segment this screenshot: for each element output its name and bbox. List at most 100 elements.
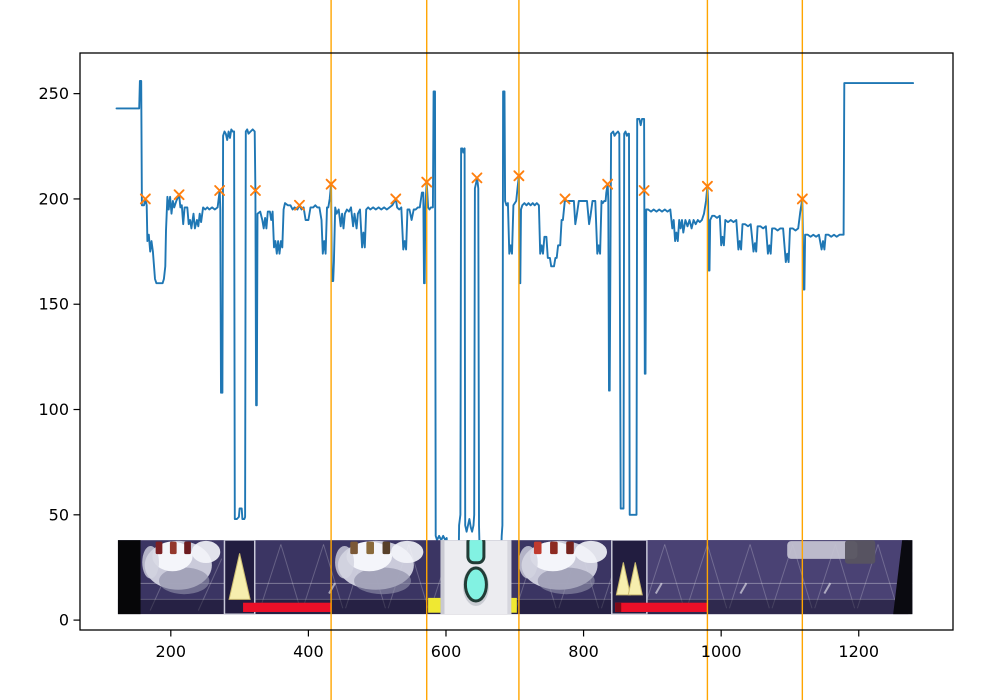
up-arrow-triangle — [615, 562, 631, 596]
y-tick-label: 100 — [38, 400, 69, 419]
x-stroke — [325, 178, 337, 190]
smoke-highlight — [346, 541, 393, 572]
x-stroke — [471, 172, 483, 184]
x-stroke — [701, 180, 713, 192]
axes-frame — [79, 52, 954, 631]
x-tick-label: 600 — [431, 642, 462, 661]
x-tick-label: 400 — [293, 642, 324, 661]
diagonal-line — [280, 544, 301, 609]
smoke-blob-left — [518, 546, 538, 579]
red-bar-tip — [615, 602, 622, 612]
x-stroke — [638, 185, 650, 196]
cyan-figure-body — [463, 566, 488, 603]
x-stroke — [390, 193, 402, 205]
y-tick-label: 150 — [38, 295, 69, 314]
peak-marker-x — [325, 178, 337, 190]
peak-marker-x — [513, 170, 525, 182]
x-stroke — [139, 193, 151, 205]
peak-marker-x — [559, 193, 571, 205]
black-edge — [117, 540, 141, 615]
peak-marker-x — [471, 172, 483, 184]
diagonal-line — [259, 544, 282, 609]
smoke-shadow — [354, 567, 412, 595]
x-tick-label: 800 — [568, 642, 599, 661]
chevron-dash — [328, 582, 336, 594]
red-bar — [243, 602, 332, 612]
yellow-marker — [428, 597, 441, 613]
peak-marker-x — [701, 180, 713, 192]
x-tick-label: 1200 — [838, 642, 879, 661]
red-bar — [615, 602, 709, 612]
light-panel-edge — [507, 540, 512, 615]
chevron-dash — [823, 582, 832, 594]
x-tick-label: 1000 — [701, 642, 742, 661]
smoke-accent — [366, 541, 374, 555]
peak-marker-x — [421, 176, 433, 188]
x-stroke — [796, 193, 808, 205]
smoke-cluster — [142, 540, 221, 595]
diagonal-line — [706, 544, 728, 609]
diagonal-line — [877, 544, 898, 609]
yellow-marker — [511, 597, 517, 613]
arrow-panel — [223, 540, 256, 615]
chevron-dash — [654, 582, 663, 594]
peak-marker-x — [602, 178, 614, 190]
diagonal-line — [302, 544, 325, 609]
ui-pill — [787, 541, 858, 559]
smoke-blob-small — [574, 540, 608, 564]
peak-marker-x — [390, 193, 402, 205]
smoke-shadow — [159, 567, 210, 595]
chevron-dash — [739, 582, 748, 594]
smoke-cluster — [335, 540, 424, 595]
x-stroke — [249, 185, 261, 196]
diagonal-line — [749, 544, 770, 609]
light-panel — [440, 540, 512, 615]
peak-marker-x — [173, 189, 185, 201]
y-axis: 0 50 100 150 200 250 — [38, 84, 80, 630]
x-stroke — [602, 178, 614, 190]
x-stroke — [421, 176, 433, 188]
diagonal-line — [323, 544, 344, 609]
smoke-accent — [566, 541, 574, 555]
x-stroke — [214, 185, 226, 196]
up-arrow-triangle — [627, 562, 643, 596]
smoke-accent — [533, 541, 542, 555]
x-stroke — [513, 170, 525, 182]
x-axis: 200 400 600 800 1000 1200 — [156, 630, 879, 661]
black-edge-slant — [893, 540, 913, 615]
arrow-panel — [611, 540, 648, 615]
diagonal-line — [664, 544, 685, 609]
y-tick-label: 200 — [38, 189, 69, 208]
smoke-accent — [550, 541, 558, 555]
peak-marker-x — [796, 193, 808, 205]
arrow-panel-box — [611, 540, 648, 615]
up-arrow-triangle — [228, 553, 251, 600]
smoke-accent — [382, 541, 391, 555]
x-stroke — [559, 193, 571, 205]
smoke-accent — [169, 541, 177, 555]
cyan-figure-top — [466, 540, 486, 565]
diagonal-line — [686, 544, 708, 609]
smoke-blob-left — [142, 546, 160, 579]
peak-marker-x — [139, 193, 151, 205]
peak-markers — [139, 170, 808, 211]
peak-marker-x — [214, 185, 226, 196]
smoke-shadow — [537, 567, 595, 595]
event-vlines — [330, 0, 804, 700]
light-panel-edge — [440, 540, 445, 615]
smoke-accent — [350, 541, 358, 555]
x-tick-label: 200 — [156, 642, 187, 661]
smoke-cluster — [518, 540, 608, 595]
diagonal-line — [197, 558, 223, 611]
ui-pill-dark — [844, 540, 876, 564]
x-stroke — [173, 189, 185, 201]
smoke-blob-left — [335, 546, 355, 579]
smoke-blob-small — [191, 540, 221, 564]
smoke-blob-small — [391, 540, 424, 564]
y-tick-label: 250 — [38, 84, 69, 103]
y-tick-label: 0 — [59, 611, 69, 630]
peak-marker-x — [294, 199, 305, 211]
strip-image — [117, 540, 913, 615]
